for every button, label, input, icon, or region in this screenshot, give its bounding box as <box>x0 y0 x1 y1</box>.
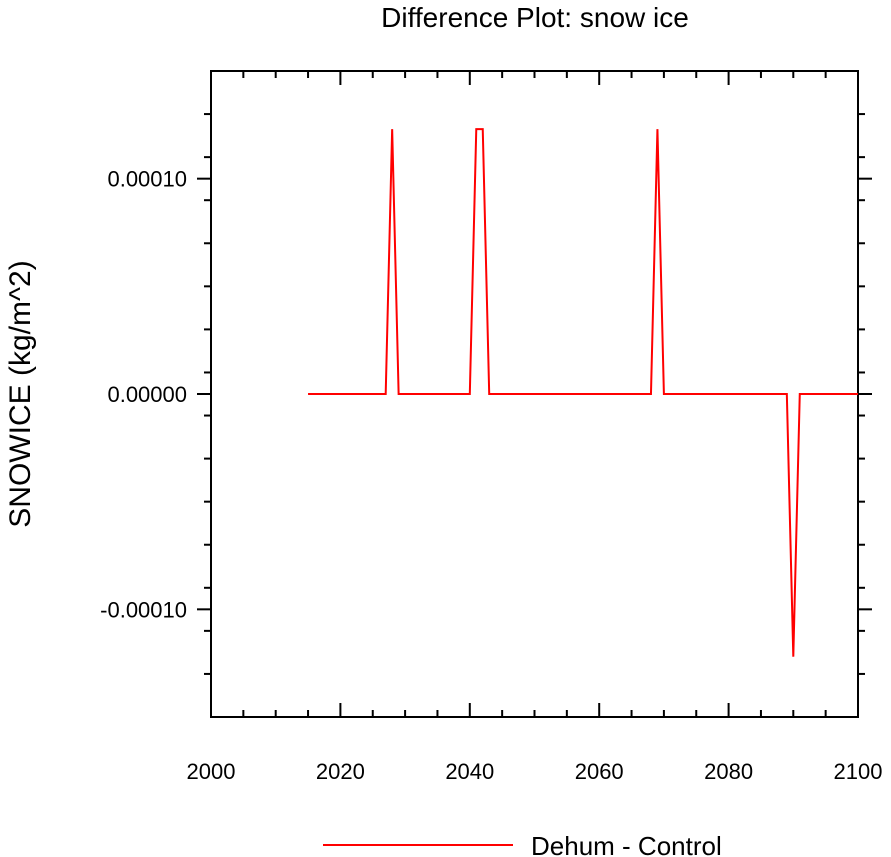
x-tick-label: 2060 <box>575 759 624 784</box>
legend-label: Dehum - Control <box>531 831 722 857</box>
chart-title: Difference Plot: snow ice <box>381 2 689 33</box>
y-tick-label: 0.00000 <box>107 382 187 407</box>
y-tick-label: -0.00010 <box>100 597 187 622</box>
y-tick-label: 0.00010 <box>107 167 187 192</box>
axis-tick-labels: 2000 2020 2040 2060 2080 2100 -0.00010 0.00000 0… <box>100 167 882 784</box>
y-axis-label: SNOWICE (kg/m^2) <box>4 260 37 527</box>
x-tick-label: 2080 <box>704 759 753 784</box>
axis-ticks <box>197 71 872 717</box>
x-tick-label: 2000 <box>187 759 236 784</box>
x-tick-label: 2100 <box>834 759 883 784</box>
x-tick-label: 2040 <box>445 759 494 784</box>
series-line-dehum-control <box>308 128 858 657</box>
series-layer <box>308 128 858 657</box>
legend: Dehum - Control <box>323 831 722 857</box>
x-tick-label: 2020 <box>316 759 365 784</box>
